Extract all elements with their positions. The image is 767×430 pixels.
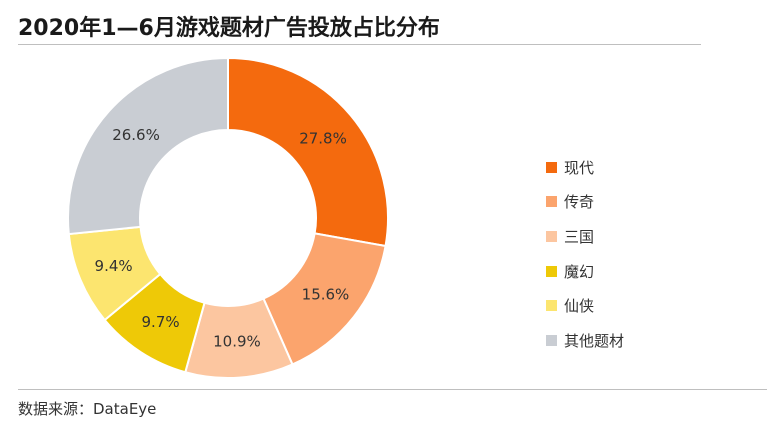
legend-label: 仙侠	[564, 297, 595, 316]
chart-legend: 现代 传奇 三国 魔幻 仙侠 其他题材	[546, 150, 624, 358]
legend-swatch	[546, 265, 557, 277]
source-divider	[18, 389, 767, 390]
legend-item-three-kingdoms: 三国	[546, 219, 624, 254]
legend-item-other: 其他题材	[546, 323, 624, 358]
legend-swatch	[546, 300, 557, 312]
slice-value-label: 26.6%	[112, 126, 160, 144]
legend-swatch	[546, 334, 557, 346]
legend-label: 魔幻	[564, 262, 595, 281]
donut-slice-labels: 27.8% 15.6% 10.9% 9.7% 9.4% 26.6%	[95, 126, 350, 351]
source-note: 数据来源：DataEye	[18, 400, 157, 418]
slice-value-label: 10.9%	[213, 333, 261, 351]
legend-item-xianxia: 仙侠	[546, 288, 624, 323]
slice-value-label: 15.6%	[302, 286, 350, 304]
legend-item-fantasy: 魔幻	[546, 254, 624, 289]
legend-swatch	[546, 161, 557, 173]
legend-label: 现代	[564, 158, 595, 177]
legend-label: 其他题材	[564, 331, 625, 350]
legend-label: 传奇	[564, 193, 595, 212]
legend-item-legend: 传奇	[546, 185, 624, 220]
title-divider	[18, 44, 701, 45]
slice-value-label: 27.8%	[299, 129, 347, 147]
legend-item-modern: 现代	[546, 150, 624, 185]
slice-value-label: 9.7%	[142, 313, 180, 331]
legend-swatch	[546, 196, 557, 208]
donut-slice-0	[227, 56, 389, 248]
legend-label: 三国	[564, 227, 595, 246]
donut-slices	[67, 56, 389, 379]
chart-title: 2020年1—6月游戏题材广告投放占比分布	[18, 16, 440, 41]
slice-value-label: 9.4%	[95, 257, 133, 275]
donut-slice-5	[67, 56, 229, 236]
legend-swatch	[546, 230, 557, 242]
